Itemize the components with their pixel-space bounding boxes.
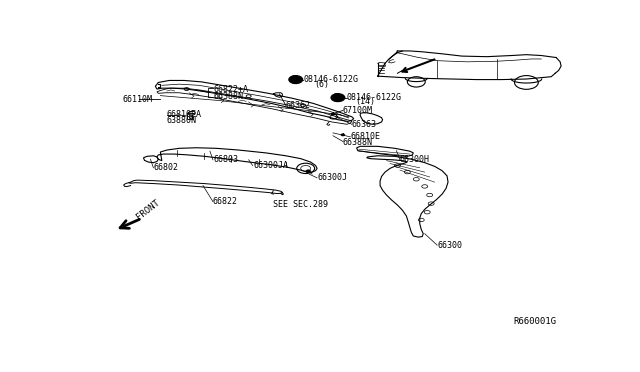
Text: R660001G: R660001G	[513, 317, 556, 326]
Text: 66362: 66362	[286, 101, 311, 110]
Text: 66388N: 66388N	[343, 138, 373, 147]
Text: 66363: 66363	[352, 121, 377, 129]
Text: 66300: 66300	[437, 241, 462, 250]
Text: 66803: 66803	[214, 155, 239, 164]
Text: 66300H: 66300H	[400, 155, 430, 164]
Text: 67100M: 67100M	[343, 106, 373, 115]
Text: 66300J: 66300J	[317, 173, 347, 182]
Circle shape	[289, 76, 303, 84]
Text: 63880N: 63880N	[167, 116, 197, 125]
Text: 66810E: 66810E	[350, 132, 380, 141]
Circle shape	[331, 113, 335, 115]
Text: 08146-6122G: 08146-6122G	[303, 75, 358, 84]
Text: FRONT: FRONT	[134, 198, 161, 222]
Text: Ⓑ: Ⓑ	[333, 93, 339, 102]
Circle shape	[341, 134, 345, 136]
Text: Ⓑ: Ⓑ	[291, 75, 296, 84]
Text: 08146-6122G: 08146-6122G	[347, 93, 402, 102]
Text: 66810EA: 66810EA	[167, 110, 202, 119]
Text: 66110M: 66110M	[122, 94, 152, 103]
Text: 66802: 66802	[154, 163, 179, 172]
Circle shape	[331, 94, 345, 102]
Text: (6): (6)	[314, 80, 329, 89]
Text: SEE SEC.289: SEE SEC.289	[273, 200, 328, 209]
Circle shape	[306, 170, 310, 173]
Text: 66822+A: 66822+A	[214, 84, 249, 93]
Text: (14): (14)	[355, 97, 375, 106]
Text: 66822: 66822	[213, 197, 238, 206]
Text: 66300JA: 66300JA	[253, 161, 289, 170]
Text: 66388N: 66388N	[214, 92, 244, 101]
